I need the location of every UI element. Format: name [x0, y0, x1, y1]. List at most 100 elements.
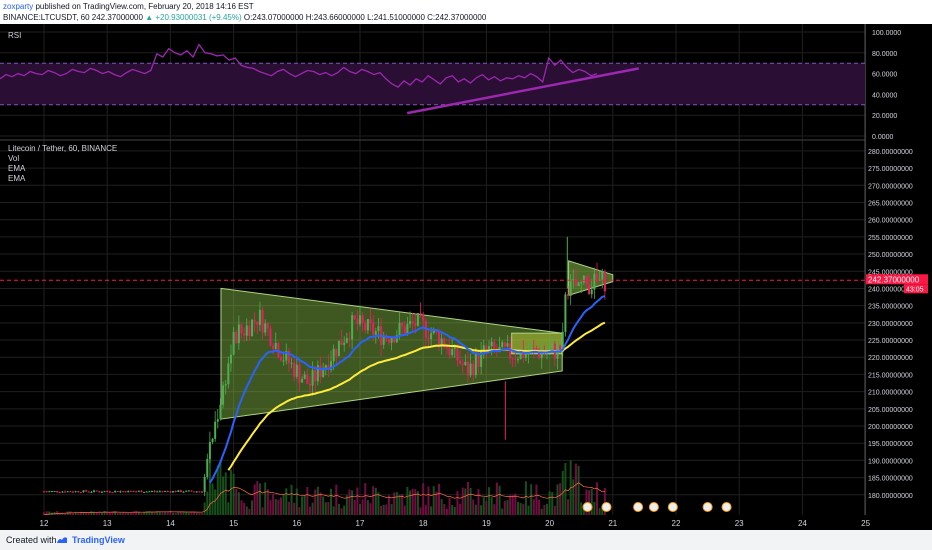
candle-body	[409, 321, 412, 324]
candle-body	[567, 294, 570, 296]
volume-bar	[548, 491, 551, 515]
candle-body	[100, 491, 103, 493]
volume-bar	[430, 506, 433, 515]
event-marker-icon	[648, 502, 659, 512]
tradingview-brand[interactable]: TradingView	[72, 535, 125, 545]
triangle-pattern[interactable]	[220, 287, 563, 420]
candle-body	[245, 325, 248, 336]
candle-body	[103, 491, 106, 493]
candle-body	[211, 438, 214, 443]
candle-body	[311, 370, 314, 386]
volume-bar	[543, 504, 546, 515]
rsi-pane: RSI 100.0000 80.0000 60.0000 40.0000 20.0000…	[0, 30, 901, 141]
rsi-tick-label: 0.0000	[872, 134, 894, 141]
volume-bar	[419, 507, 422, 515]
volume-bar	[172, 512, 175, 515]
candle-body	[174, 491, 177, 493]
volume-bar	[345, 495, 348, 515]
candle-body	[503, 342, 506, 347]
volume-bar	[106, 512, 109, 515]
volume-bar	[601, 506, 604, 515]
candle-body	[266, 323, 269, 329]
candle-body	[366, 319, 369, 331]
volume-bar	[132, 511, 135, 515]
volume-bar	[387, 495, 390, 515]
candle-body	[596, 273, 598, 281]
candle-body	[153, 491, 156, 493]
event-marker-icon	[582, 502, 593, 512]
volume-bar	[319, 492, 322, 515]
price-pane: Litecoin / Tether, 60, BINANCE Vol EMA E…	[0, 144, 928, 528]
volume-bar	[100, 512, 103, 515]
candle-body	[90, 491, 93, 493]
candle-body	[440, 338, 443, 347]
volume-bar	[514, 493, 517, 515]
volume-bar	[298, 507, 301, 515]
volume-bar	[74, 511, 77, 515]
volume-bar	[580, 502, 583, 515]
candle-body	[603, 271, 606, 292]
candle-body	[438, 332, 440, 347]
volume-bar	[506, 500, 509, 515]
volume-bar	[266, 489, 269, 515]
volume-bar	[95, 512, 98, 515]
candle-body	[385, 336, 388, 340]
volume-bar	[240, 500, 243, 515]
candle-body	[387, 339, 390, 343]
candle-body	[66, 491, 69, 493]
candle-body	[198, 491, 201, 493]
rsi-tick-label: 80.0000	[872, 51, 897, 58]
volume-bar	[227, 502, 230, 515]
volume-bar	[456, 491, 459, 515]
candle-body	[480, 350, 483, 367]
event-markers[interactable]	[582, 502, 732, 512]
candle-body	[56, 491, 59, 493]
volume-bar	[224, 472, 227, 515]
volume-bar	[474, 504, 477, 515]
candle-body	[382, 336, 385, 345]
candles	[43, 236, 606, 496]
volume-bar	[143, 511, 146, 515]
volume-bar	[253, 484, 256, 515]
volume-bar	[122, 512, 124, 515]
candle-body	[135, 491, 138, 493]
rsi-trendline[interactable]	[406, 67, 640, 115]
candle-body	[564, 294, 567, 332]
candle-body	[145, 491, 148, 493]
x-tick-label: 25	[861, 519, 870, 528]
volume-bar	[559, 483, 562, 515]
volume-bar	[532, 499, 535, 515]
candle-body	[169, 491, 172, 493]
volume-bar	[293, 502, 296, 515]
volume-bar	[187, 512, 190, 515]
volume-bar	[377, 492, 380, 515]
volume-bar	[540, 508, 543, 515]
time-scale[interactable]	[0, 515, 932, 530]
volume-bar	[82, 512, 85, 515]
last-price-tag-text: 242.37000000	[868, 275, 920, 284]
volume-bar	[219, 460, 222, 515]
flag-pattern[interactable]	[568, 260, 614, 296]
candle-body	[372, 322, 375, 335]
author-link[interactable]: zoxparty	[3, 2, 34, 11]
candle-body	[129, 490, 132, 492]
volume-bar	[435, 491, 438, 515]
candle-body	[301, 378, 304, 383]
candle-body	[364, 322, 367, 331]
candle-body	[227, 363, 230, 385]
volume-bar	[308, 506, 311, 515]
volume-bar	[353, 499, 356, 515]
candle-body	[132, 491, 135, 493]
candle-body	[332, 348, 335, 362]
volume-bar	[272, 494, 275, 515]
volume-bar	[303, 495, 306, 515]
chart-canvas[interactable]: RSI 100.0000 80.0000 60.0000 40.0000 20.0000…	[0, 24, 932, 530]
candle-body	[406, 323, 409, 334]
rsi-tick-label: 60.0000	[872, 72, 897, 79]
volume-bar	[45, 511, 48, 515]
candle-body	[343, 342, 346, 345]
volume-bar	[179, 511, 182, 515]
volume-bar	[464, 488, 467, 515]
candle-body	[143, 492, 146, 494]
candle-body	[79, 492, 82, 494]
